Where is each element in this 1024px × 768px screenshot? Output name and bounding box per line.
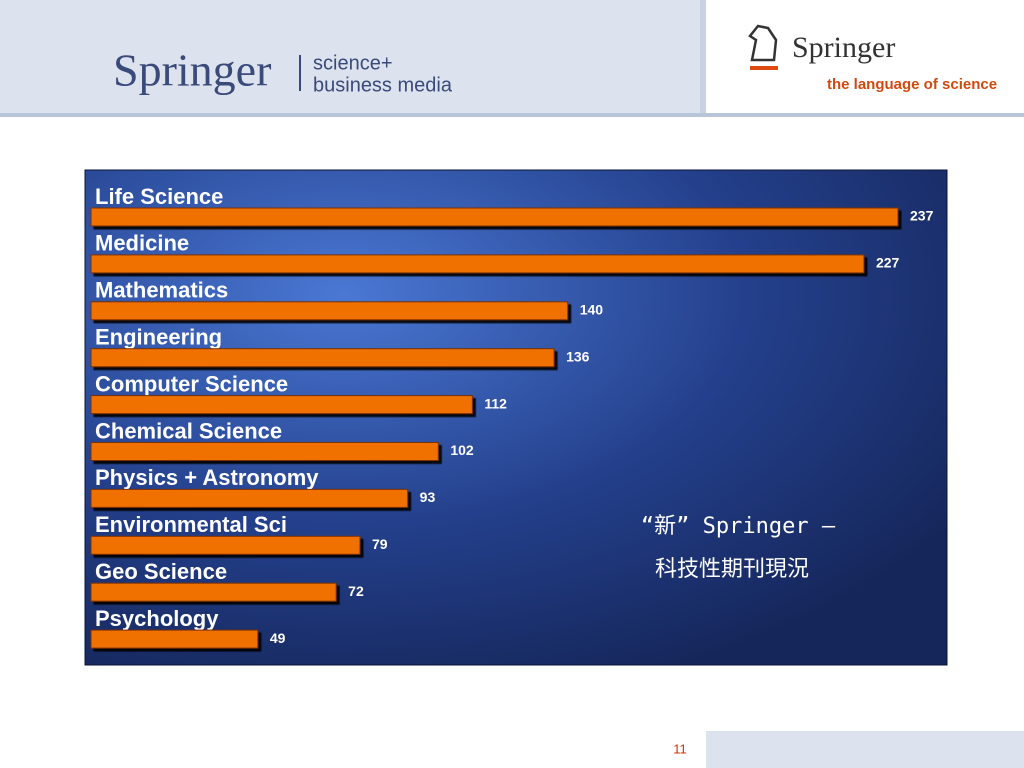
category-label: Engineering [95, 325, 222, 350]
category-label: Environmental Sci [95, 512, 287, 537]
page-number: 11 [673, 741, 687, 756]
bar [90, 629, 259, 649]
bar [90, 301, 569, 321]
value-label: 72 [348, 583, 364, 599]
value-label: 112 [484, 395, 507, 411]
brand: Springer [113, 45, 271, 96]
logo-slogan: the language of science [827, 76, 997, 93]
category-label: Chemical Science [95, 418, 282, 443]
bar [90, 207, 899, 227]
annotation: “新” Springer – [641, 514, 836, 539]
bar [90, 535, 361, 555]
annotation: 科技性期刊現況 [655, 557, 809, 582]
value-label: 136 [566, 348, 590, 364]
value-label: 237 [910, 208, 934, 224]
category-label: Physics + Astronomy [95, 465, 319, 490]
logo-underline [750, 66, 778, 70]
category-label: Mathematics [95, 278, 228, 303]
chart-panel [84, 169, 948, 666]
bar [90, 488, 409, 508]
value-label: 102 [450, 442, 474, 458]
horse-icon [748, 24, 778, 62]
bar [90, 254, 865, 274]
category-label: Psychology [95, 606, 219, 631]
value-label: 49 [270, 630, 286, 646]
tagline: science+ [313, 52, 393, 74]
bar [90, 582, 337, 602]
value-label: 227 [876, 255, 900, 271]
category-label: Geo Science [95, 559, 227, 584]
bar [90, 348, 555, 368]
logo-name: Springer [792, 31, 895, 64]
tagline: business media [313, 74, 453, 96]
header-band [0, 0, 706, 113]
header-divider [700, 0, 706, 113]
bar [90, 442, 439, 461]
value-label: 140 [580, 302, 604, 318]
value-label: 93 [420, 489, 436, 505]
category-label: Life Science [95, 184, 223, 209]
category-label: Computer Science [95, 371, 288, 396]
header-rule [0, 113, 1024, 117]
brand-separator [299, 55, 301, 91]
category-label: Medicine [95, 231, 189, 256]
footer-band [706, 731, 1024, 768]
value-label: 79 [372, 536, 388, 552]
bar [90, 395, 473, 415]
